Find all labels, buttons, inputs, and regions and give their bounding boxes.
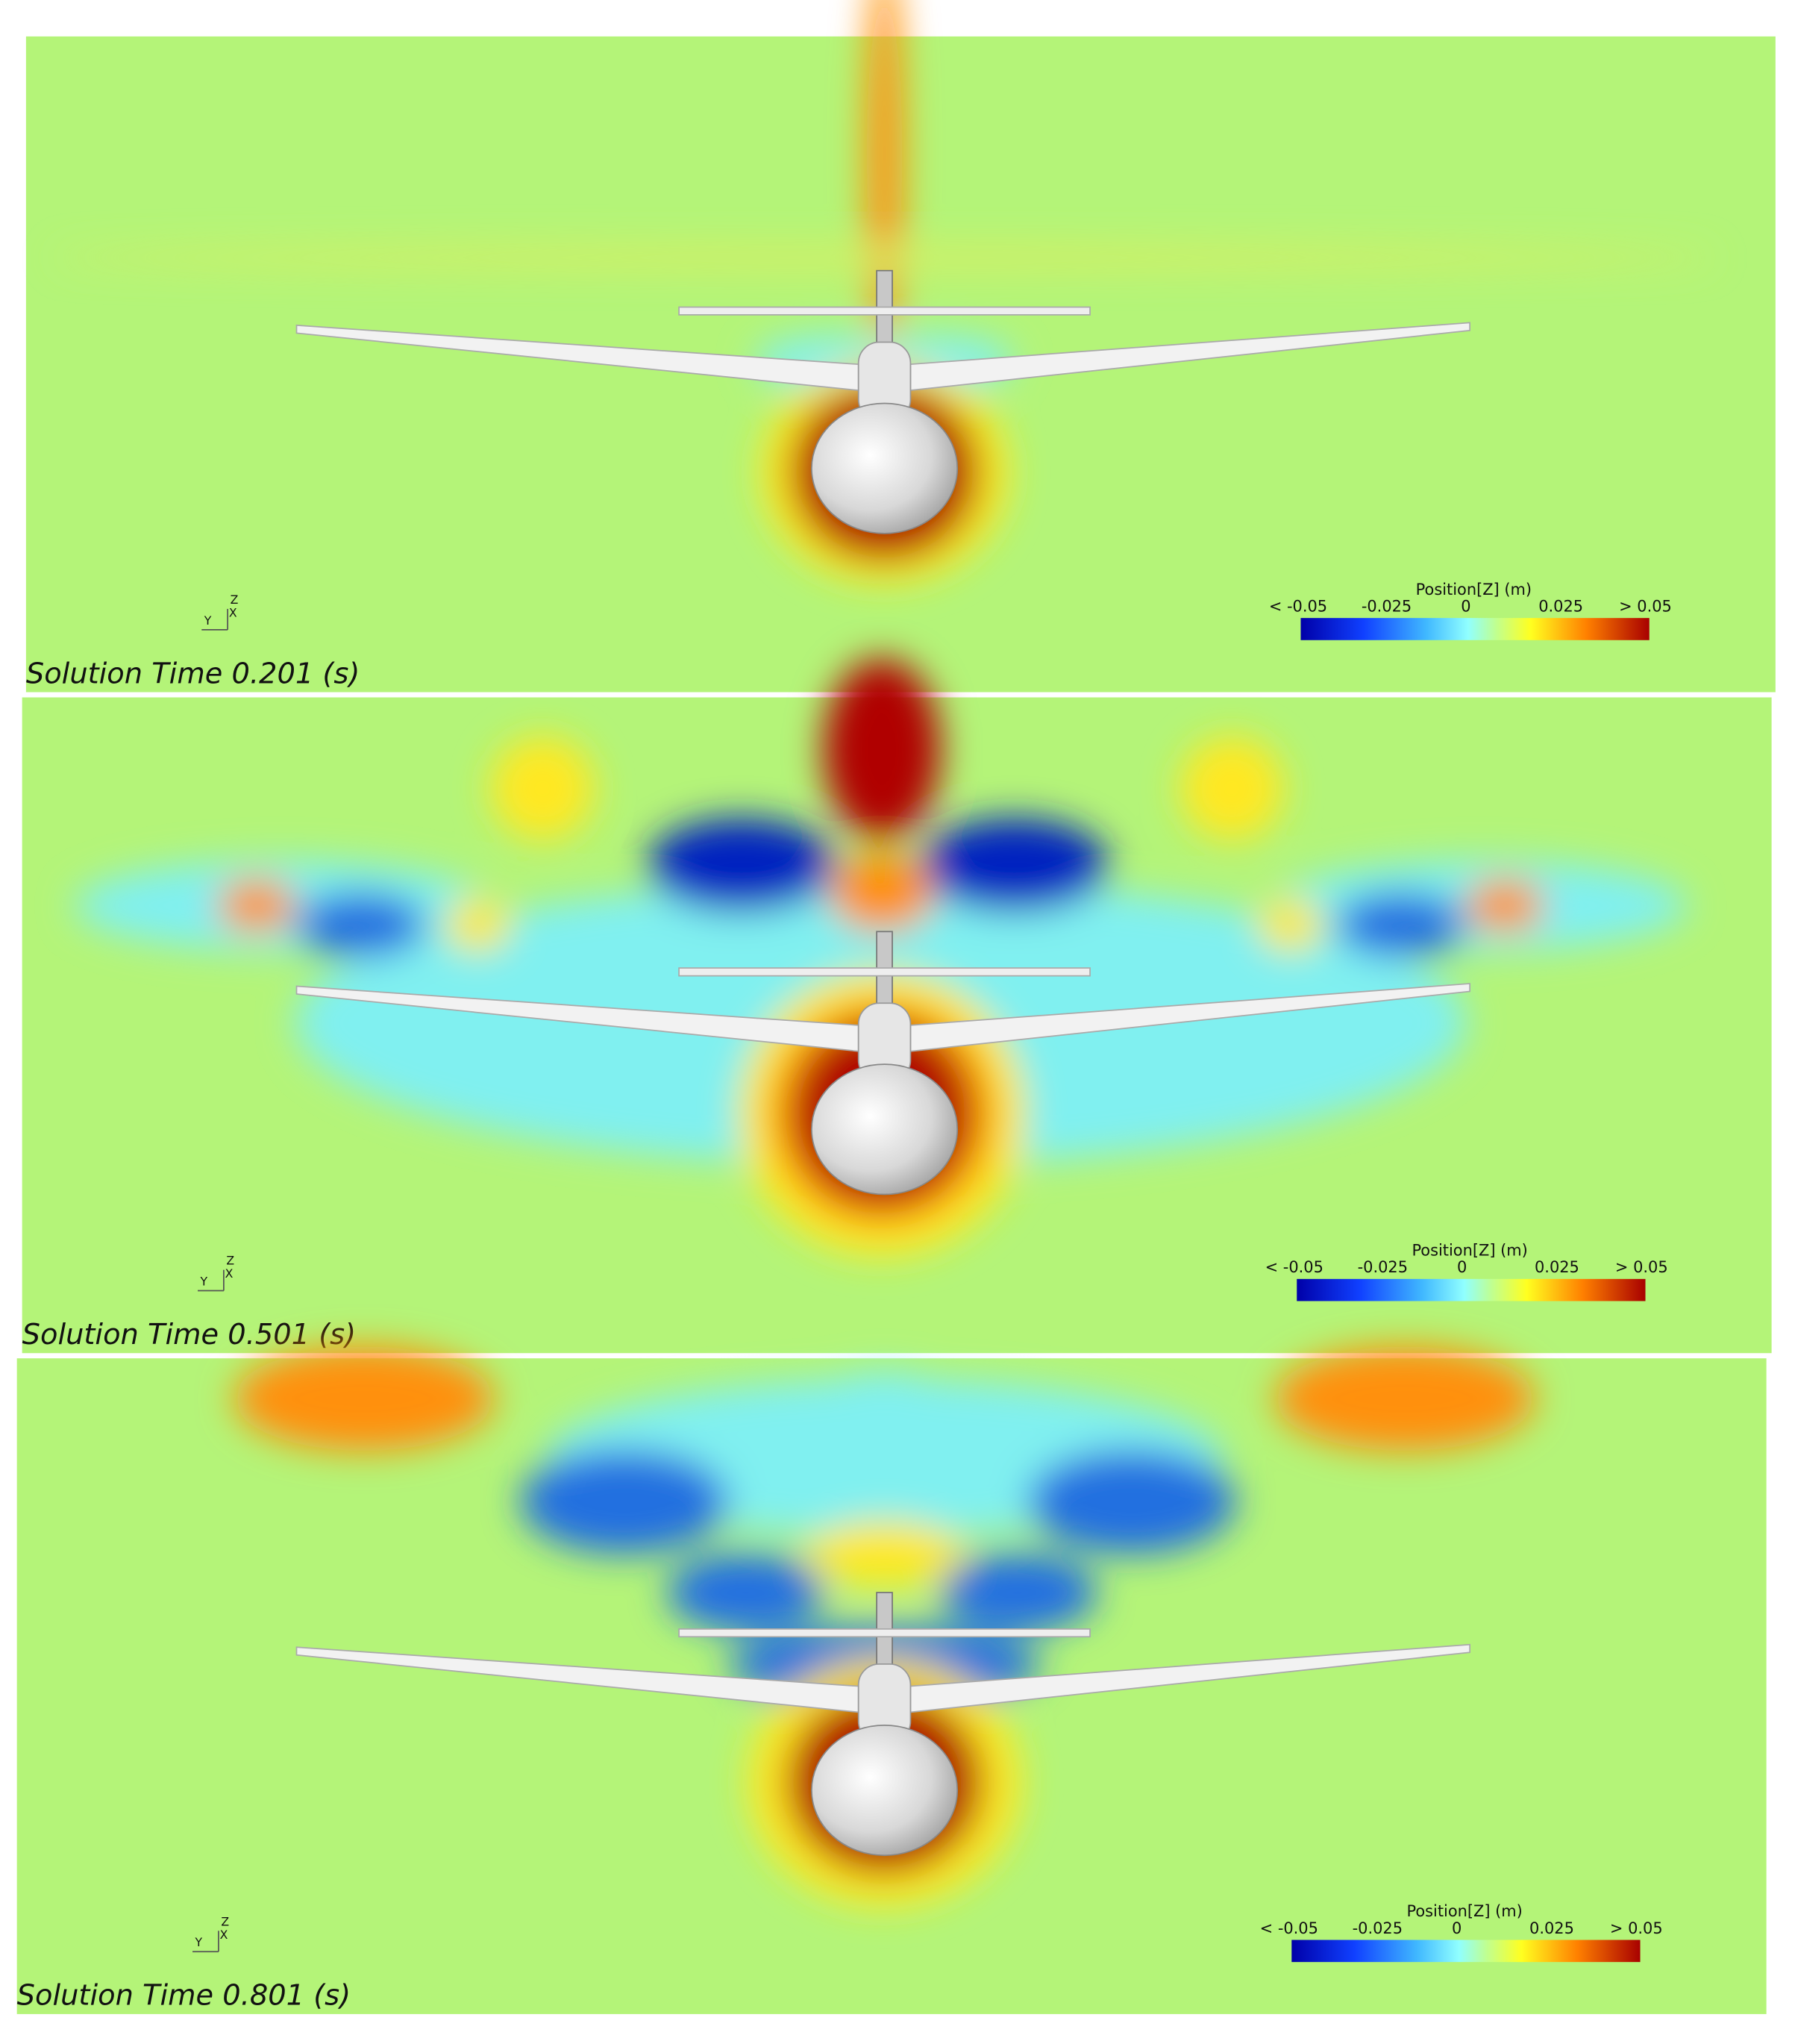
axis-label: Y — [199, 1275, 207, 1289]
legend-label: 0.025 — [1535, 1258, 1579, 1276]
contour-region — [940, 1553, 1097, 1632]
tailplane — [678, 1628, 1091, 1638]
axis-triad: ZX Y — [198, 1254, 234, 1292]
legend-title: Position[Z] (m) — [1406, 1902, 1522, 1920]
aircraft — [295, 269, 1471, 534]
axis-label: X — [220, 1928, 228, 1942]
axis-label: X — [229, 605, 237, 619]
caption: Solution Time 0.201 (s) — [26, 657, 360, 690]
fuselage-nose — [811, 1063, 959, 1196]
legend-label: 0.025 — [1538, 597, 1583, 615]
contour-region — [490, 736, 595, 841]
caption: Solution Time 0.801 (s) — [17, 1979, 351, 2013]
legend-label: > 0.05 — [1610, 1919, 1663, 1937]
axis-label: Y — [204, 613, 212, 628]
colorbar — [1291, 1940, 1641, 1963]
contour-region — [1257, 898, 1323, 951]
contour-region — [648, 818, 836, 913]
axis-triad: ZX Y — [192, 1914, 229, 1953]
legend-title: Position[Z] (m) — [1412, 1241, 1527, 1259]
contour-region — [445, 898, 510, 951]
contour-region — [51, 247, 1717, 269]
legend-label: 0 — [1461, 597, 1470, 615]
panel: ZX Y Position[Z] (m) < -0.05 -0.025 0 0.025 > 0… — [25, 0, 1776, 693]
axis-label: Z — [231, 593, 239, 607]
aircraft — [295, 1592, 1471, 1857]
contour-region — [520, 1449, 729, 1554]
fuselage-nose — [811, 1724, 959, 1857]
axis-label: Z — [221, 1914, 229, 1928]
axis-label: X — [225, 1266, 234, 1281]
legend-label: < -0.05 — [1269, 597, 1327, 615]
tailplane — [678, 967, 1091, 977]
colorbar — [1297, 1278, 1646, 1301]
contour-region — [295, 893, 426, 958]
contour-region — [217, 879, 295, 932]
contour-region — [1027, 1449, 1236, 1554]
legend-label: > 0.05 — [1615, 1258, 1668, 1276]
legend-label: -0.025 — [1362, 597, 1412, 615]
tailplane — [678, 306, 1091, 316]
contour-region — [806, 1371, 963, 1450]
legend-label: 0 — [1457, 1258, 1467, 1276]
legend-label: -0.025 — [1353, 1919, 1403, 1937]
panel: ZX Y Position[Z] (m) < -0.05 -0.025 0 0.025 > 0… — [22, 658, 1772, 1354]
contour-region — [823, 658, 941, 841]
legend-label: 0 — [1452, 1919, 1462, 1937]
axis-label: Y — [195, 1935, 203, 1949]
caption: Solution Time 0.501 (s) — [22, 1318, 356, 1351]
contour-region — [234, 1346, 495, 1451]
fuselage-nose — [811, 402, 959, 534]
contour-region — [1274, 1346, 1535, 1451]
legend-label: 0.025 — [1529, 1919, 1574, 1937]
axis-triad: ZX Y — [201, 593, 239, 631]
contour-region — [806, 1521, 963, 1587]
legend-label: > 0.05 — [1619, 597, 1672, 615]
contour-region — [830, 853, 934, 932]
legend-label: < -0.05 — [1265, 1258, 1323, 1276]
contour-region — [1465, 879, 1544, 932]
panel: ZX Y Position[Z] (m) < -0.05 -0.025 0 0.025 > 0… — [16, 1346, 1767, 2014]
legend-label: -0.025 — [1358, 1258, 1408, 1276]
aircraft — [295, 931, 1471, 1196]
legend-title: Position[Z] (m) — [1416, 581, 1532, 598]
legend-label: < -0.05 — [1260, 1919, 1318, 1937]
axis-label: Z — [226, 1254, 234, 1268]
contour-region — [921, 818, 1109, 913]
contour-region — [1180, 736, 1284, 841]
contour-region — [667, 1553, 824, 1632]
colorbar — [1300, 618, 1650, 640]
contour-region — [1335, 893, 1466, 958]
